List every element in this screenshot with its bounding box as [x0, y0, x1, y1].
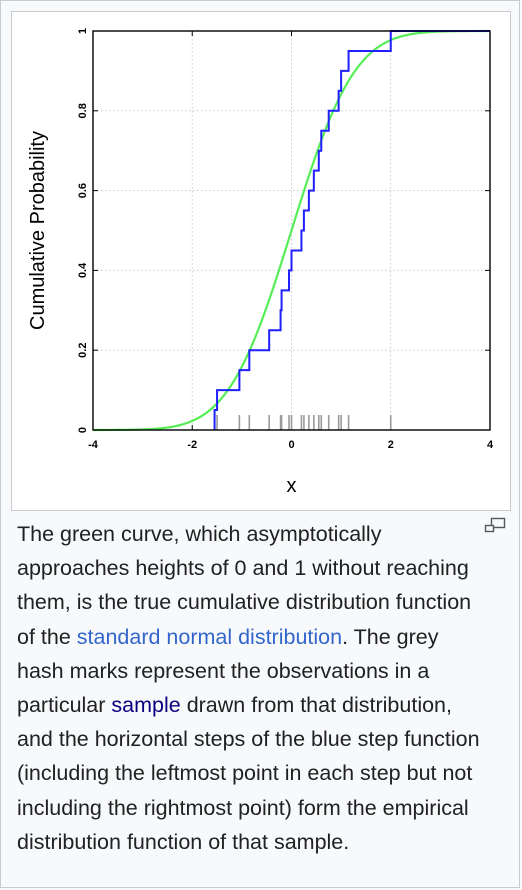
x-tick-label-0: -4 [88, 439, 99, 451]
y-axis-title: Cumulative Probability [27, 131, 49, 330]
figure-caption: The green curve, which asymptotically ap… [17, 517, 487, 859]
link-standard-normal-distribution[interactable]: standard normal distribution [76, 624, 343, 649]
y-tick-label-2: 0.4 [77, 262, 89, 278]
empirical-step-function [213, 30, 490, 430]
y-tick-label-0: 0 [77, 427, 89, 433]
hash-marks [213, 415, 392, 430]
x-tick-label-4: 4 [487, 439, 494, 451]
normal-cdf-curve [93, 29, 490, 432]
x-tick-label-3: 2 [388, 439, 394, 451]
y-tick-label-5: 1 [77, 28, 89, 34]
y-tick-label-1: 0.2 [77, 343, 89, 358]
ecdf-chart: -4 -2 0 2 4 0 0.2 0.4 0.6 0.8 1 x Cumulative Prob… [27, 28, 494, 497]
caption-text-3: drawn from that distribution, and the ho… [17, 693, 480, 854]
caption-text-1: The green curve, which asymptotically ap… [17, 522, 472, 649]
x-tick-labels: -4 -2 0 2 4 [88, 439, 494, 451]
magnify-clip-icon[interactable] [483, 517, 507, 537]
x-tick-label-2: 0 [288, 439, 294, 451]
x-tick-label-1: -2 [187, 439, 197, 451]
caption-text-2: . The grey hash marks represent the obse… [17, 624, 439, 718]
y-tick-labels: 0 0.2 0.4 0.6 0.8 1 [77, 28, 89, 433]
y-tick-label-4: 0.8 [77, 103, 89, 118]
plot-frame [92, 30, 491, 431]
y-tick-label-3: 0.6 [77, 183, 89, 198]
link-sample[interactable]: sample [111, 693, 181, 718]
x-axis-title: x [287, 475, 297, 497]
chart-image[interactable]: -4 -2 0 2 4 0 0.2 0.4 0.6 0.8 1 x Cumulative Prob… [11, 11, 511, 511]
